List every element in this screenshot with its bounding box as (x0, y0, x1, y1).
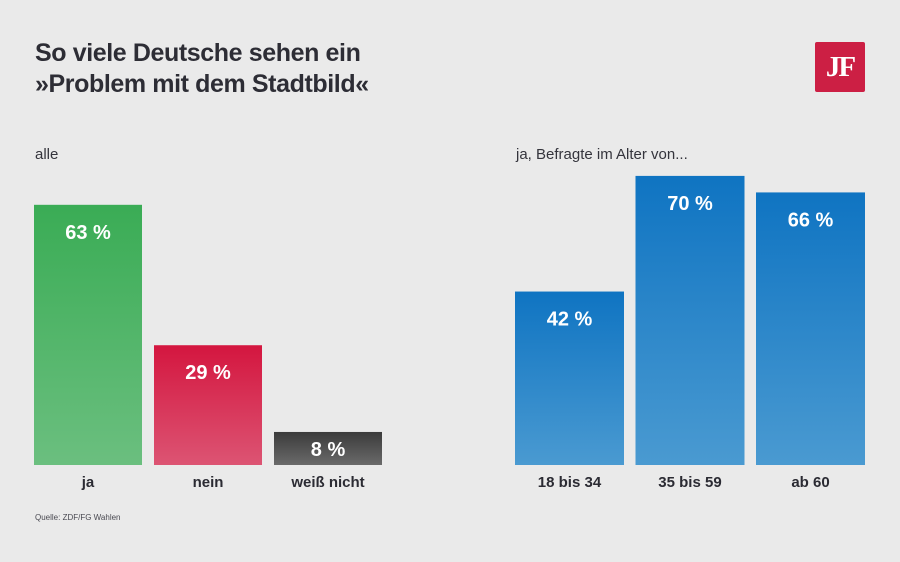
source-note: Quelle: ZDF/FG Wahlen (35, 513, 121, 522)
panel-title-all: alle (35, 146, 59, 163)
category-label: nein (193, 474, 224, 491)
category-label: 35 bis 59 (658, 474, 721, 491)
chart-title: So viele Deutsche sehen ein »Problem mit… (35, 38, 369, 100)
logo-text: JF (825, 50, 856, 83)
bar-nein (154, 345, 262, 465)
value-label: 29 % (185, 362, 231, 384)
value-label: 63 % (65, 222, 111, 244)
value-label: 8 % (311, 439, 346, 461)
value-label: 42 % (547, 309, 593, 331)
panel-title-age: ja, Befragte im Alter von... (516, 146, 688, 163)
title-line-2: »Problem mit dem Stadtbild« (35, 70, 369, 98)
bar-weiß-nicht (274, 431, 382, 465)
category-label: ab 60 (791, 474, 829, 491)
value-label: 70 % (667, 193, 713, 215)
category-label: 18 bis 34 (538, 474, 602, 491)
bar-ab-60 (756, 192, 865, 466)
bar-ja (34, 204, 142, 465)
bar-18-bis-34 (515, 291, 624, 465)
title-line-1: So viele Deutsche sehen ein (35, 39, 361, 67)
category-label: ja (81, 474, 95, 491)
jf-logo: JF (815, 42, 865, 92)
bar-35-bis-59 (635, 175, 745, 465)
category-label: weiß nicht (290, 474, 364, 491)
value-label: 66 % (788, 209, 834, 231)
